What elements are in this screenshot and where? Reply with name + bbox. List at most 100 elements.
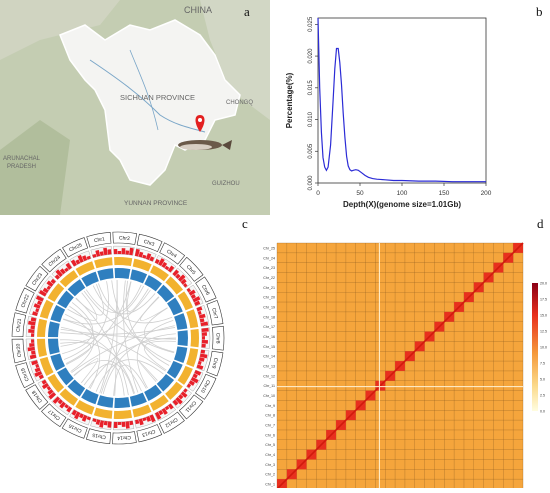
row-label: Chr_24 bbox=[263, 256, 275, 260]
row-label: Chr_22 bbox=[263, 276, 275, 280]
gc-bar bbox=[103, 420, 108, 426]
synteny-link bbox=[60, 326, 135, 394]
gc-bar bbox=[103, 247, 108, 256]
chromosome-ideogram bbox=[112, 431, 137, 445]
synteny-link bbox=[64, 313, 101, 390]
colorbar-tick-label: 2.5 bbox=[540, 394, 545, 398]
gene-density-track bbox=[97, 268, 114, 281]
row-label: Chr_21 bbox=[263, 286, 275, 290]
gc-bar bbox=[107, 421, 112, 428]
gc-bar bbox=[154, 258, 160, 265]
neighbor-label-pradesh: PRADESH bbox=[7, 164, 36, 170]
gene-density-track bbox=[144, 275, 163, 292]
y-tick-label: 0.005 bbox=[308, 143, 314, 159]
gc-bar bbox=[183, 388, 188, 393]
gc-bar bbox=[46, 386, 52, 391]
synteny-link bbox=[140, 296, 168, 321]
synteny-link bbox=[75, 284, 104, 316]
gc-bar bbox=[33, 303, 41, 309]
gene-density-track bbox=[81, 271, 99, 287]
gc-bar bbox=[59, 268, 66, 275]
gc-bar bbox=[138, 251, 144, 258]
row-label: Chr_1 bbox=[265, 483, 275, 487]
gene-density-track bbox=[97, 395, 114, 408]
neighbor-label-yunnan: YUNNAN PROVINCE bbox=[124, 200, 188, 207]
synteny-link bbox=[62, 318, 166, 372]
gc-bar bbox=[188, 380, 195, 386]
repeat-track bbox=[165, 276, 184, 295]
gc-bar bbox=[48, 392, 56, 400]
colorbar-tick-label: 0.0 bbox=[540, 410, 545, 414]
repeat-track bbox=[186, 348, 199, 367]
panel-label-c: c bbox=[242, 216, 248, 231]
gc-bar bbox=[145, 253, 152, 260]
synteny-link bbox=[85, 284, 142, 313]
gc-bar bbox=[198, 357, 205, 362]
chromosome-label: Chr5 bbox=[185, 264, 197, 276]
synteny-link bbox=[122, 280, 139, 393]
depth-chart: 0 50 100 150 200 0.000 0.005 0.010 0.015 0.020 0.0… bbox=[285, 16, 492, 209]
gc-bar bbox=[172, 269, 180, 277]
y-tick-label: 0.025 bbox=[308, 16, 314, 32]
repeat-track bbox=[132, 404, 152, 418]
gene-density-track bbox=[166, 360, 183, 379]
row-label: Chr_9 bbox=[265, 404, 275, 408]
gc-bar bbox=[30, 325, 35, 330]
synteny-link bbox=[98, 283, 173, 324]
repeat-track bbox=[47, 283, 65, 302]
repeat-track bbox=[114, 257, 133, 267]
neighbor-label-chongqing: CHONGQ bbox=[226, 100, 253, 106]
repeat-track bbox=[113, 409, 133, 419]
chromosome-ideogram bbox=[86, 231, 112, 248]
repeat-track bbox=[93, 407, 113, 419]
gc-bar bbox=[167, 403, 174, 410]
chromosome-label: Chr3 bbox=[143, 239, 155, 248]
y-tick-label: 0.010 bbox=[308, 111, 314, 127]
gc-bar bbox=[70, 259, 77, 267]
repeat-track bbox=[190, 328, 199, 348]
synteny-link bbox=[62, 302, 93, 355]
colorbar-tick-label: 20.0 bbox=[540, 282, 547, 286]
hic-heatmap: Chr_1 Chr_2 Chr_3 Chr_4 Chr_5 Chr_6 Chr_7 Chr_8… bbox=[263, 242, 547, 493]
river bbox=[129, 49, 159, 131]
chromosome-label: Chr9 bbox=[210, 357, 219, 369]
map-svg: CHINA SICHUAN PROVINCE CHONGQ YUNNAN PRO… bbox=[0, 0, 270, 215]
gc-bar bbox=[46, 285, 52, 291]
gc-bar bbox=[86, 416, 91, 421]
gc-bar bbox=[29, 354, 37, 360]
gc-bar bbox=[201, 343, 206, 348]
gc-bar bbox=[117, 421, 122, 425]
gc-bar bbox=[64, 404, 69, 409]
chromosome-label: Chr2 bbox=[119, 235, 130, 242]
row-label: Chr_11 bbox=[263, 384, 275, 388]
gene-density-track bbox=[174, 346, 188, 364]
colorbar-tick-label: 15.0 bbox=[540, 314, 547, 318]
diagonal-line bbox=[276, 242, 524, 490]
gc-bar bbox=[158, 409, 164, 416]
chromosome-ideogram bbox=[136, 233, 163, 253]
synteny-link bbox=[113, 364, 147, 396]
gc-bar bbox=[192, 296, 201, 303]
synteny-link bbox=[100, 296, 159, 394]
neighbor-label-arunachal: ARUNACHAL bbox=[3, 156, 41, 162]
synteny-link bbox=[126, 281, 149, 312]
gc-bar bbox=[92, 418, 97, 423]
gc-bar bbox=[125, 250, 130, 255]
repeat-track bbox=[39, 299, 54, 319]
gc-bar bbox=[198, 313, 206, 319]
synteny-link bbox=[83, 363, 125, 396]
fish-specimen-image bbox=[178, 140, 232, 150]
chromosome-label: Chr8 bbox=[214, 333, 220, 344]
gene-density-track bbox=[130, 269, 148, 284]
gc-bar bbox=[113, 249, 118, 255]
gc-bar bbox=[28, 320, 36, 326]
colorbar-tick-label: 12.5 bbox=[540, 330, 547, 334]
chromosome-label: Chr6 bbox=[200, 284, 211, 297]
colorbar-tick-label: 17.5 bbox=[540, 298, 547, 302]
depth-distribution-panel: 0 50 100 150 200 0.000 0.005 0.010 0.015 0.020 0.0… bbox=[278, 0, 550, 215]
location-marker-icon bbox=[195, 115, 205, 132]
gc-bar bbox=[201, 332, 207, 336]
colorbar-tick-label: 10.0 bbox=[540, 346, 547, 350]
gc-bar bbox=[164, 265, 170, 271]
